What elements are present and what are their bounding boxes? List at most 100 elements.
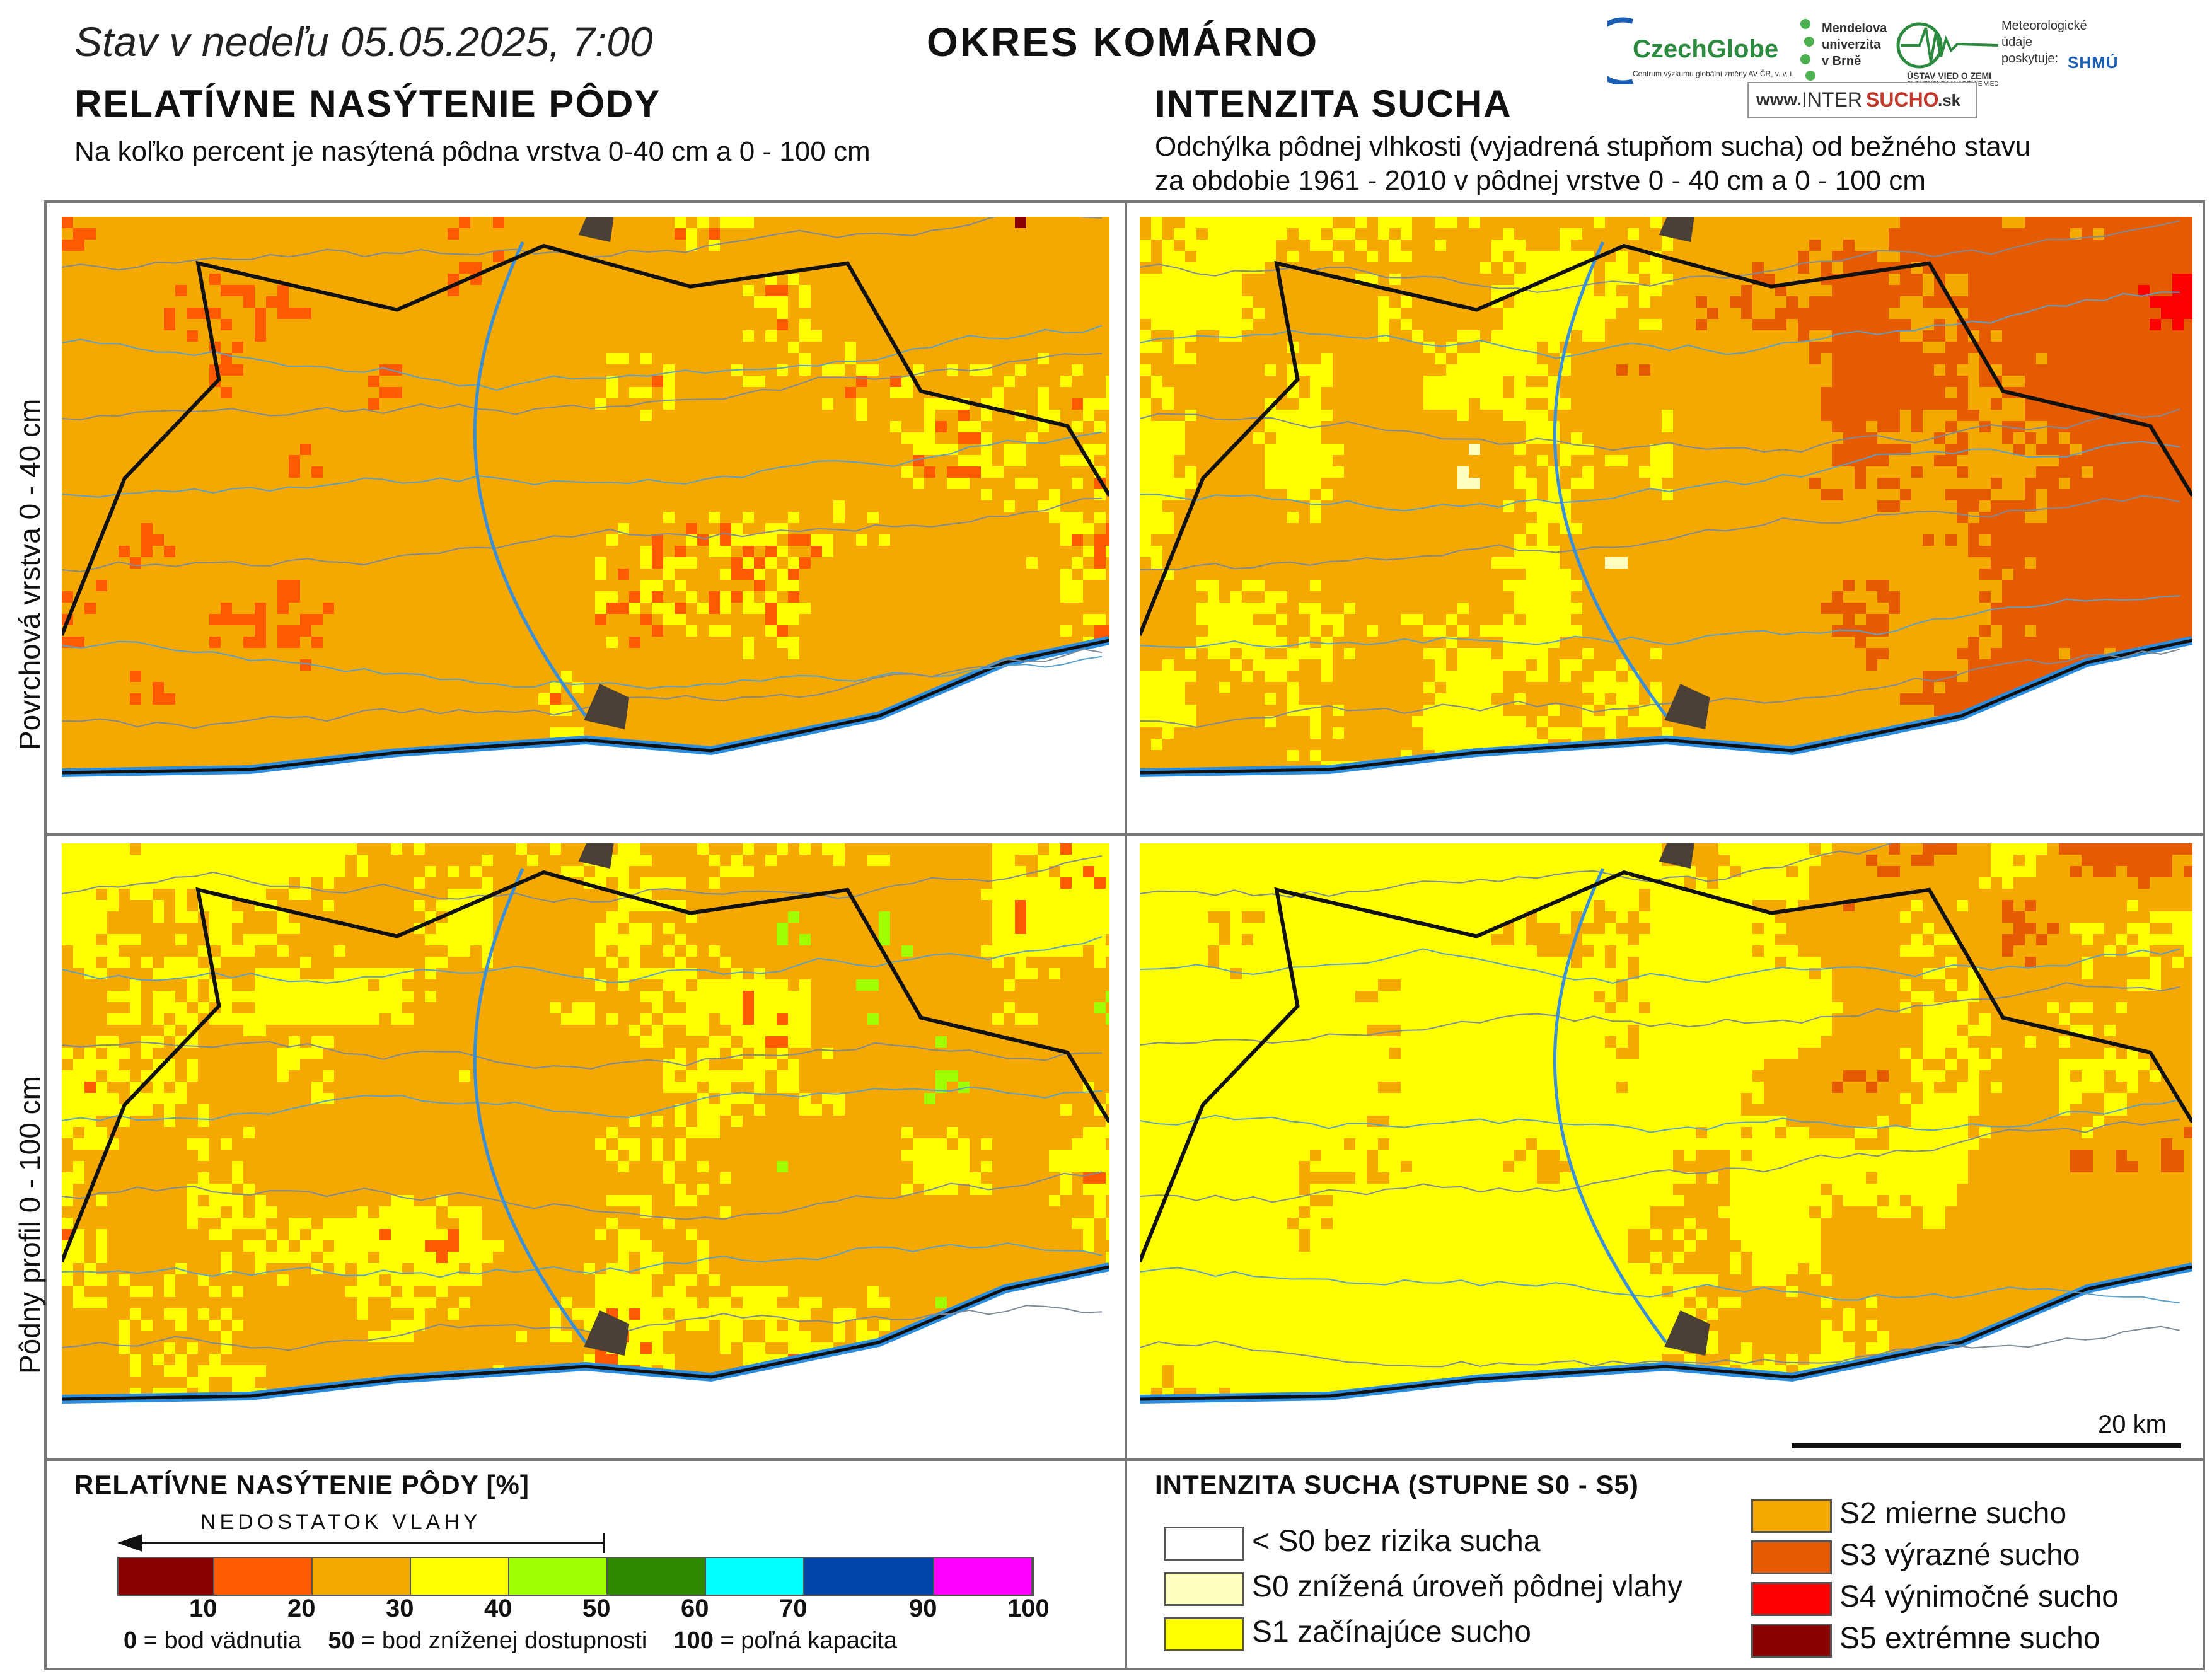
ustav-logo: ÚSTAV VIED O ZEMI SLOVENSKEJ AKADÉMIE VI… (1894, 20, 2001, 89)
drought-subtitle-2: za obdobie 1961 - 2010 v pôdnej vrstve 0… (1155, 165, 1926, 196)
district-title: OKRES KOMÁRNO (927, 20, 1319, 65)
colorbar-tick: 20 (287, 1595, 316, 1622)
drought-class-swatch (1751, 1499, 1832, 1533)
colorbar-bin-5 (608, 1558, 706, 1595)
road-line (62, 855, 1103, 903)
minor-river (62, 936, 1103, 984)
colorbar-bin-4 (509, 1558, 608, 1595)
colorbar-bin-1 (214, 1558, 313, 1595)
road-line (62, 352, 1103, 420)
district-boundary (1140, 870, 2192, 1262)
outside-district-area (62, 640, 1109, 798)
map-date: Stav v nedeľu 05.05.2025, 7:00 (74, 18, 653, 65)
deficit-arrow-label: NEDOSTATOK VLAHY (200, 1510, 482, 1534)
road-line (1140, 1325, 2180, 1368)
drought-legend-title: INTENZITA SUCHA (STUPNE S0 - S5) (1155, 1470, 1639, 1499)
map-saturation-0-100 (62, 843, 1109, 1424)
district-boundary (1140, 243, 2192, 636)
note-0-text: = bod vädnutia (137, 1627, 302, 1654)
note-100-text: = poľná kapacita (713, 1627, 897, 1654)
meteo-note: Meteorologické údaje poskytuje: (2001, 19, 2087, 66)
town-komarno (584, 684, 630, 729)
czechglobe-swoosh-icon (1607, 17, 1634, 84)
minor-river (62, 1242, 1103, 1278)
colorbar-tick: 90 (909, 1595, 937, 1622)
colorbar-tick: 30 (386, 1595, 414, 1622)
town-komarno (584, 1310, 630, 1356)
town-kolarovo (1659, 843, 1694, 869)
saturation-legend-title: RELATÍVNE NASÝTENIE PÔDY [%] (74, 1470, 530, 1499)
road-line (1140, 982, 2180, 1046)
vah-river (473, 867, 588, 1344)
saturation-colorbar (117, 1557, 1034, 1596)
colorbar-bin-2 (313, 1558, 411, 1595)
colorbar-bin-3 (411, 1558, 509, 1595)
row-label-top: Povrchová vrstva 0 - 40 cm (13, 398, 46, 750)
drought-class-label: S1 začínajúce sucho (1252, 1615, 1531, 1649)
map-raster (1140, 217, 2192, 798)
seismograph-icon (1896, 22, 1999, 69)
drought-class-label: S4 výnimočné sucho (1839, 1580, 2119, 1613)
vah-river (1553, 867, 1668, 1344)
saturation-title: RELATÍVNE NASÝTENIE PÔDY (74, 83, 661, 125)
drought-title: INTENZITA SUCHA (1155, 83, 1512, 125)
drought-class-swatch (1751, 1624, 1832, 1658)
state-border-line (62, 1265, 1109, 1401)
minor-river (1140, 441, 2180, 512)
drought-class-swatch (1751, 1582, 1832, 1616)
district-boundary (62, 243, 1109, 636)
row-label-bottom: Pôdny profil 0 - 100 cm (13, 1075, 46, 1374)
drought-class-label: S5 extrémne sucho (1839, 1622, 2100, 1655)
drought-class-label: S3 výrazné sucho (1839, 1538, 2080, 1572)
colorbar-bin-6 (706, 1558, 804, 1595)
road-line (62, 498, 1103, 573)
drought-subtitle-1: Odchýlka pôdnej vlhkosti (vyjadrená stup… (1155, 131, 2031, 162)
road-line (1140, 843, 1936, 898)
map-raster (62, 217, 1109, 798)
minor-river (62, 1086, 1103, 1121)
colorbar-tick: 100 (1007, 1595, 1050, 1622)
colorbar-tick: 60 (681, 1595, 709, 1622)
drought-class-label: S0 znížená úroveň pôdnej vlahy (1252, 1570, 1683, 1603)
road-line (62, 1041, 1103, 1070)
scale-bar (1792, 1443, 2181, 1448)
town-komarno (1664, 1310, 1710, 1356)
mendelu-dots-icon (1800, 19, 1815, 81)
frame-divider-middle (44, 833, 2205, 836)
road-line (1140, 1119, 2180, 1203)
shmu-logo: SHMÚ (2068, 53, 2119, 72)
drought-class-swatch (1751, 1540, 1832, 1574)
minor-river (1140, 1267, 2180, 1304)
outside-district-area (1140, 1267, 2192, 1424)
road-line (62, 1171, 1103, 1220)
drought-class-swatch (1164, 1572, 1244, 1606)
colorbar-tick: 70 (779, 1595, 808, 1622)
map-saturation-0-40 (62, 217, 1109, 798)
map-drought-0-40 (1140, 217, 2192, 798)
saturation-subtitle: Na koľko percent je nasýtená pôdna vrstv… (74, 136, 871, 167)
czechglobe-logo: CzechGlobe Centrum výzkumu globální změn… (1607, 15, 1797, 84)
town-komarno (1664, 684, 1710, 729)
scale-bar-label: 20 km (2098, 1411, 2167, 1438)
drought-class-swatch (1164, 1617, 1244, 1651)
saturation-notes: 0 = bod vädnutia 50 = bod zníženej dostu… (124, 1627, 897, 1654)
state-border-line (1140, 1265, 2192, 1401)
outside-district-area (1140, 640, 2192, 798)
colorbar-tick: 10 (189, 1595, 217, 1622)
frame-divider-vertical (1125, 200, 1127, 1670)
outside-district-area (62, 1267, 1109, 1424)
frame-divider-legend (44, 1458, 2205, 1461)
minor-river (1140, 1099, 2180, 1133)
minor-river (1140, 291, 2180, 359)
mendelu-logo: Mendelova univerzita v Brně (1797, 15, 1904, 84)
map-raster (1140, 843, 2192, 1424)
town-kolarovo (578, 843, 614, 869)
partner-logos: CzechGlobe Centrum výzkumu globální změn… (1607, 11, 2194, 118)
note-0-value: 0 (124, 1627, 137, 1654)
district-boundary (62, 870, 1109, 1262)
note-50-value: 50 (328, 1627, 355, 1654)
vah-river (473, 241, 588, 717)
vah-river (1553, 241, 1668, 717)
colorbar-tick: 40 (484, 1595, 512, 1622)
colorbar-bin-7 (804, 1558, 934, 1595)
